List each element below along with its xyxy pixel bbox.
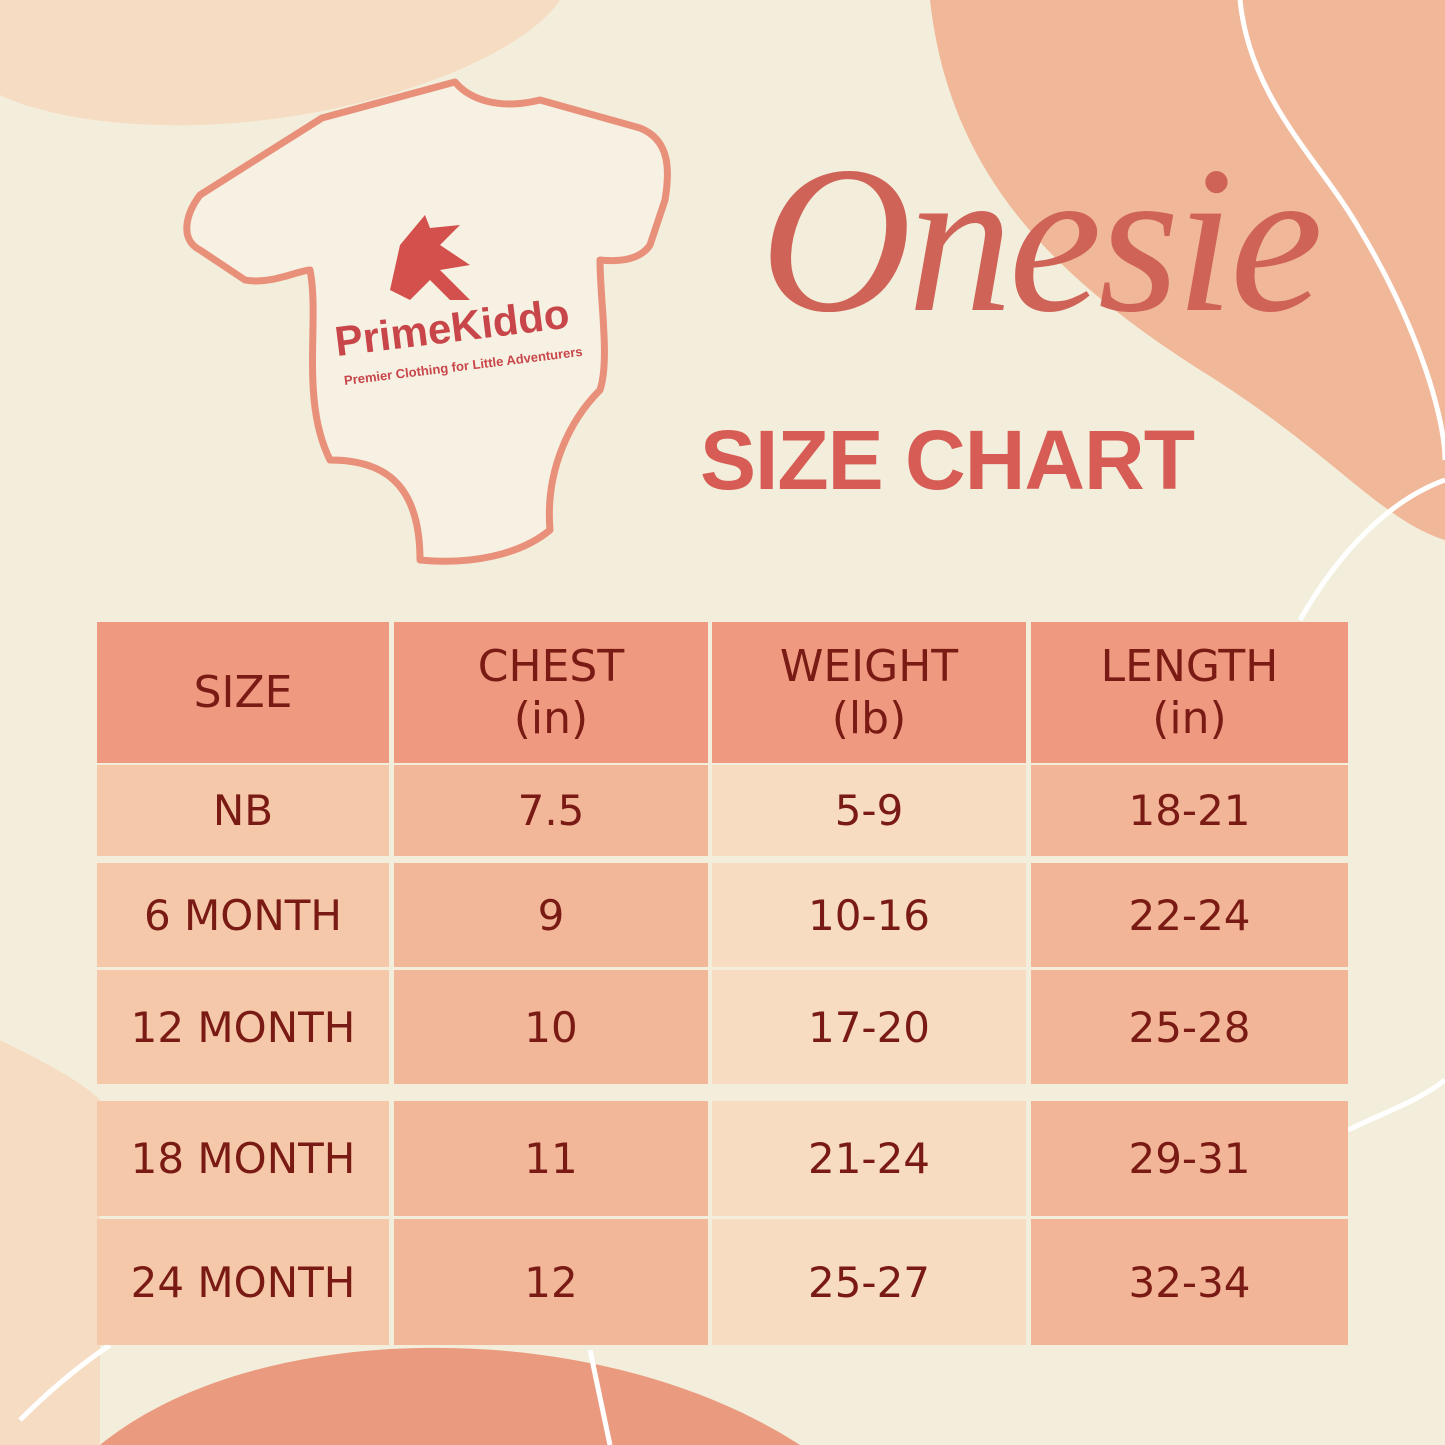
table-cell: 25-27	[712, 1219, 1026, 1345]
table-cell: 18-21	[1031, 765, 1348, 856]
header-cell: CHEST (in)	[394, 622, 708, 763]
header-cell: SIZE	[97, 622, 389, 763]
table-cell: 18 MONTH	[97, 1101, 389, 1216]
table-cell: NB	[97, 765, 389, 856]
header-label: LENGTH	[1100, 640, 1279, 692]
table-cell: 6 MONTH	[97, 863, 389, 967]
table-cell: 7.5	[394, 765, 708, 856]
product-title: Onesie	[760, 124, 1323, 356]
header-cell: LENGTH (in)	[1031, 622, 1348, 763]
table-cell: 5-9	[712, 765, 1026, 856]
table-cell: 17-20	[712, 970, 1026, 1084]
chart-title: SIZE CHART	[700, 413, 1195, 507]
table-cell: 10	[394, 970, 708, 1084]
table-cell: 12 MONTH	[97, 970, 389, 1084]
header-unit: (lb)	[831, 692, 907, 744]
table-cell: 10-16	[712, 863, 1026, 967]
header-label: WEIGHT	[779, 640, 959, 692]
header-unit: (in)	[513, 692, 589, 744]
table-cell: 21-24	[712, 1101, 1026, 1216]
header-cell: WEIGHT (lb)	[712, 622, 1026, 763]
header-label: SIZE	[193, 666, 293, 718]
table-cell: 12	[394, 1219, 708, 1345]
table-cell: 29-31	[1031, 1101, 1348, 1216]
header-unit: (in)	[1152, 692, 1227, 744]
table-cell: 11	[394, 1101, 708, 1216]
table-cell: 24 MONTH	[97, 1219, 389, 1345]
table-cell: 9	[394, 863, 708, 967]
table-cell: 22-24	[1031, 863, 1348, 967]
table-cell: 25-28	[1031, 970, 1348, 1084]
table-cell: 32-34	[1031, 1219, 1348, 1345]
header-label: CHEST	[477, 640, 625, 692]
